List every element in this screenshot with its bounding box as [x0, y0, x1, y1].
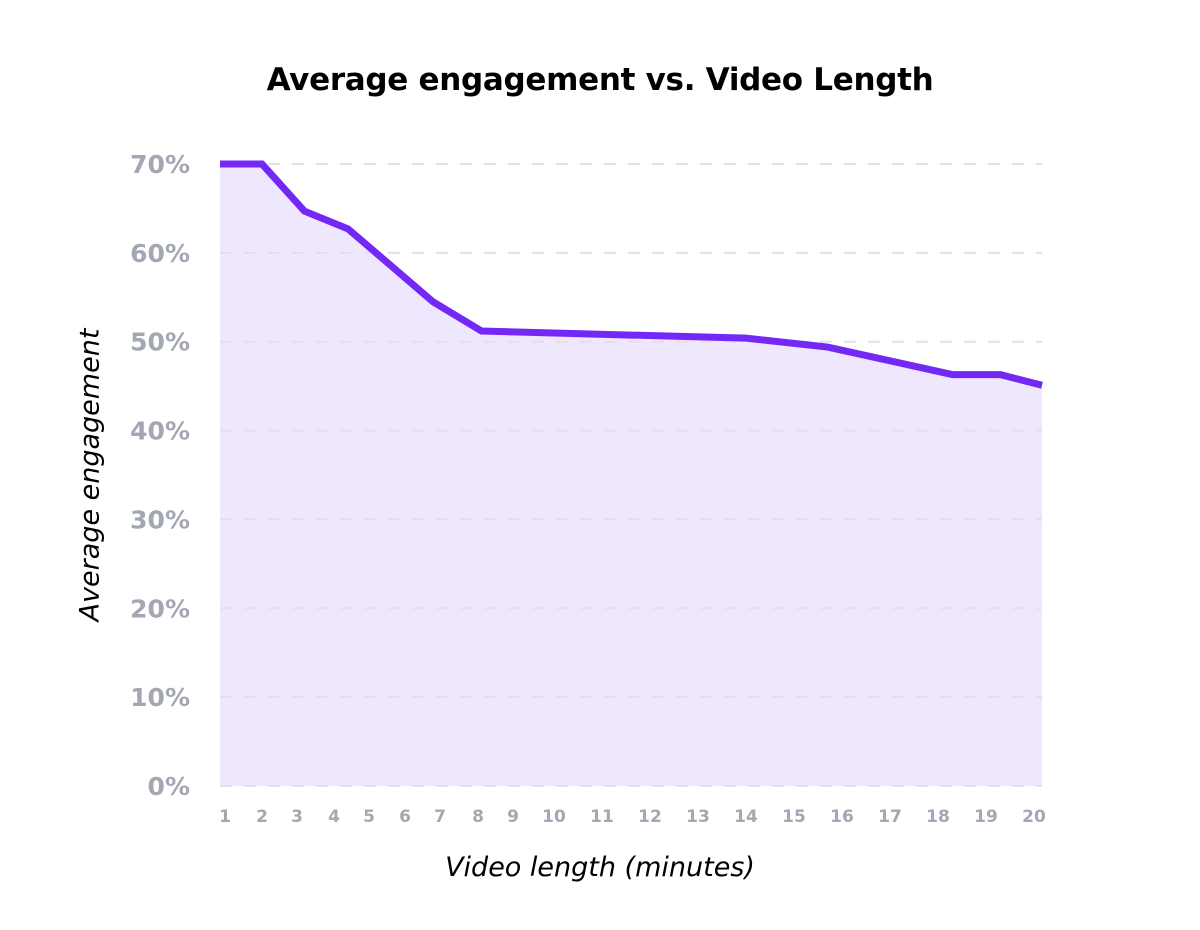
x-tick-label: 9	[507, 807, 519, 827]
x-tick-label: 20	[1022, 807, 1046, 827]
x-tick-label: 10	[542, 807, 566, 827]
x-tick-label: 17	[878, 807, 902, 827]
area-fill	[220, 164, 1042, 786]
y-tick-label: 10%	[130, 683, 190, 712]
x-tick-label: 11	[590, 807, 614, 827]
x-tick-label: 8	[472, 807, 484, 827]
x-tick-label: 15	[782, 807, 806, 827]
x-tick-label: 2	[256, 807, 268, 827]
y-tick-label: 60%	[130, 239, 190, 268]
x-tick-label: 1	[219, 807, 231, 827]
y-tick-label: 50%	[130, 328, 190, 357]
x-tick-label: 14	[734, 807, 758, 827]
x-tick-label: 12	[638, 807, 662, 827]
y-tick-label: 0%	[148, 772, 190, 801]
x-tick-label: 18	[926, 807, 950, 827]
y-tick-label: 20%	[130, 594, 190, 623]
y-tick-label: 40%	[130, 417, 190, 446]
x-tick-label: 5	[363, 807, 375, 827]
x-axis-label: Video length (minutes)	[445, 852, 755, 883]
x-tick-label: 16	[830, 807, 854, 827]
x-tick-label: 13	[686, 807, 710, 827]
x-tick-label: 7	[434, 807, 446, 827]
chart-title: Average engagement vs. Video Length	[266, 62, 934, 98]
y-tick-label: 70%	[130, 150, 190, 179]
x-tick-label: 19	[974, 807, 998, 827]
x-tick-label: 6	[399, 807, 411, 827]
x-tick-label: 4	[328, 807, 340, 827]
x-tick-label: 3	[291, 807, 303, 827]
y-tick-label: 30%	[130, 505, 190, 534]
data-line	[220, 160, 1043, 389]
